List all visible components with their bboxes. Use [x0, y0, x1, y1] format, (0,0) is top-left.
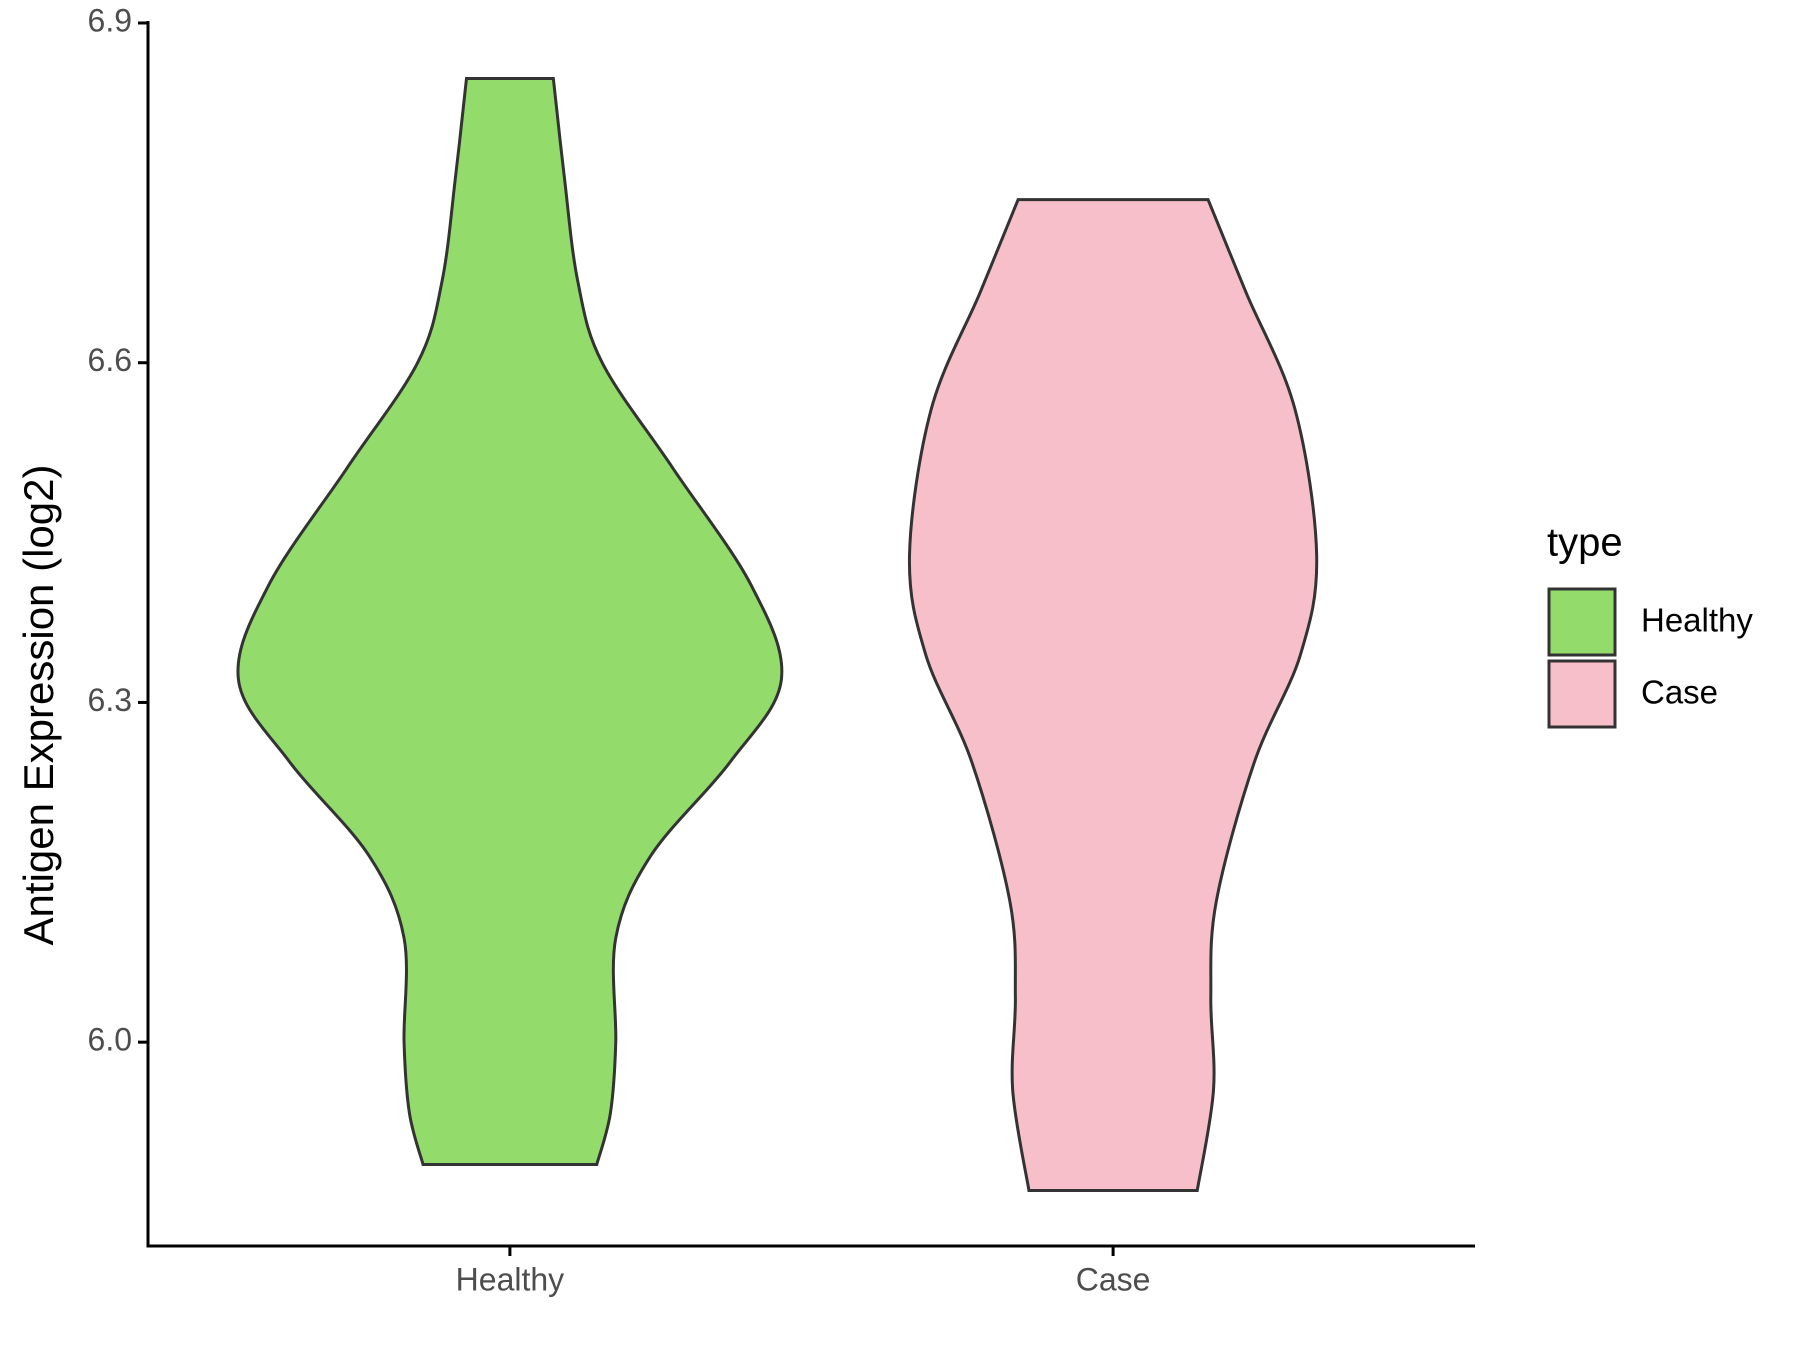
y-tick-label: 6.3 [88, 682, 132, 718]
legend-key [1547, 659, 1617, 729]
y-axis-title: Antigen Expression (log2) [15, 465, 62, 946]
legend-key [1547, 587, 1617, 657]
violin [907, 198, 1319, 1193]
legend-label: Case [1641, 674, 1718, 711]
legend-title: type [1547, 521, 1623, 565]
violin [236, 76, 784, 1166]
x-tick-label: Case [1076, 1261, 1151, 1297]
y-tick-label: 6.9 [88, 2, 132, 38]
y-tick-label: 6.0 [88, 1022, 132, 1058]
x-tick-label: Healthy [456, 1261, 565, 1297]
legend-label: Healthy [1641, 602, 1753, 639]
y-tick-label: 6.6 [88, 342, 132, 378]
